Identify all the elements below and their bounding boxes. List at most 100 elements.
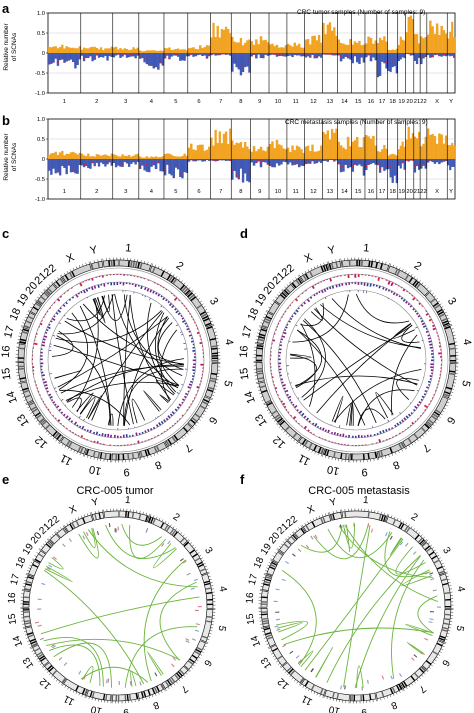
loss-bar [356,53,359,63]
circos-chrom-label: 12 [276,675,292,691]
loss-bar [385,53,388,69]
loh-track-mark [86,429,89,433]
scale-tick [138,457,140,461]
scale-tick [94,698,96,701]
cn-track-mark [432,327,437,331]
cytoband [173,531,178,537]
loss-bar [356,159,359,166]
cytoband [177,671,183,677]
gain-bar [239,141,243,159]
circos-chrom-label: 1 [124,495,131,507]
gain-bar [317,34,321,53]
cytoband [164,680,170,687]
scale-tick [448,582,451,584]
scale-tick [51,533,54,537]
loh-track-mark [188,330,191,333]
scale-tick [453,382,456,384]
loss-bar [150,53,153,66]
gain-bar [431,134,434,159]
scale-tick [214,385,218,387]
cytoband [25,320,32,324]
scale-tick [193,293,196,295]
sv-link [55,310,162,343]
scale-tick [313,266,316,269]
scale-tick [444,571,448,573]
track-ring [47,289,189,431]
ideogram-segment [375,683,403,699]
scale-tick [272,417,275,420]
gain-bar [372,43,375,53]
loss-bar [218,159,221,161]
loss-bar [229,159,232,161]
loh-track-mark [305,417,310,421]
sv-track-mark [387,297,389,300]
gain-bar [264,39,267,53]
ideogram-segment [34,550,47,564]
loh-track-mark [295,309,299,313]
scale-tick [325,513,327,516]
circos-chrom-label: 14 [5,389,20,405]
gain-bar [324,134,327,159]
sv-link [331,395,344,423]
loss-bar [422,53,425,59]
sv-track-mark [52,334,56,337]
scale-tick [77,516,80,520]
loh-track-mark [62,304,66,308]
cytoband [449,370,456,373]
cytoband [206,591,213,595]
scale-tick [323,695,325,699]
loss-bar [255,53,258,59]
scale-tick [175,681,178,684]
cytoband [396,269,401,276]
sv-link [54,370,82,379]
loh-track-mark [385,429,388,432]
gain-bar [328,22,332,53]
scale-tick [140,260,142,263]
loss-bar [63,53,66,63]
sv-track-mark [183,342,187,345]
cytoband [261,603,268,605]
scale-tick [453,338,457,340]
cytoband [424,423,430,429]
sv-link [333,368,422,423]
cytoband [117,453,120,460]
loss-bar [91,159,94,164]
cytoband [402,680,408,687]
cytoband [426,547,432,553]
gain-bar [69,152,73,159]
loss-bar [405,53,408,55]
scale-tick [392,693,395,696]
gain-bar [58,47,62,53]
loss-bar [342,159,345,172]
loh-track-mark [171,304,175,309]
gain-bar [364,135,368,159]
gain-bar [205,149,209,159]
cytoband [340,452,343,459]
scale-tick [302,445,305,448]
scale-tick [310,519,312,523]
loh-track-mark [184,322,188,325]
cn-track-mark [282,402,286,406]
chart-title-a: CRC tumor samples (Number of samples: 9) [297,9,425,16]
variant-mark [429,618,434,621]
scale-tick [160,450,162,453]
variant-mark [390,675,393,680]
loss-bar [360,159,363,167]
gain-bar [309,44,312,53]
circos-chrom-label: 2 [412,260,424,273]
scale-tick [321,514,324,517]
loss-bar [381,159,384,168]
gain-bar [442,143,446,159]
loss-bar [54,53,57,59]
scale-tick [273,419,277,422]
svg-text:of SCNAs: of SCNAs [11,32,18,61]
variant-mark [167,540,171,545]
loss-bar [196,53,200,56]
loss-bar [431,53,434,58]
scale-tick [42,543,46,546]
chrom-label: 10 [275,99,281,105]
cytoband [18,365,25,368]
loss-bar [74,159,77,174]
chrom-label: 18 [389,99,395,105]
loss-bar [224,53,228,55]
